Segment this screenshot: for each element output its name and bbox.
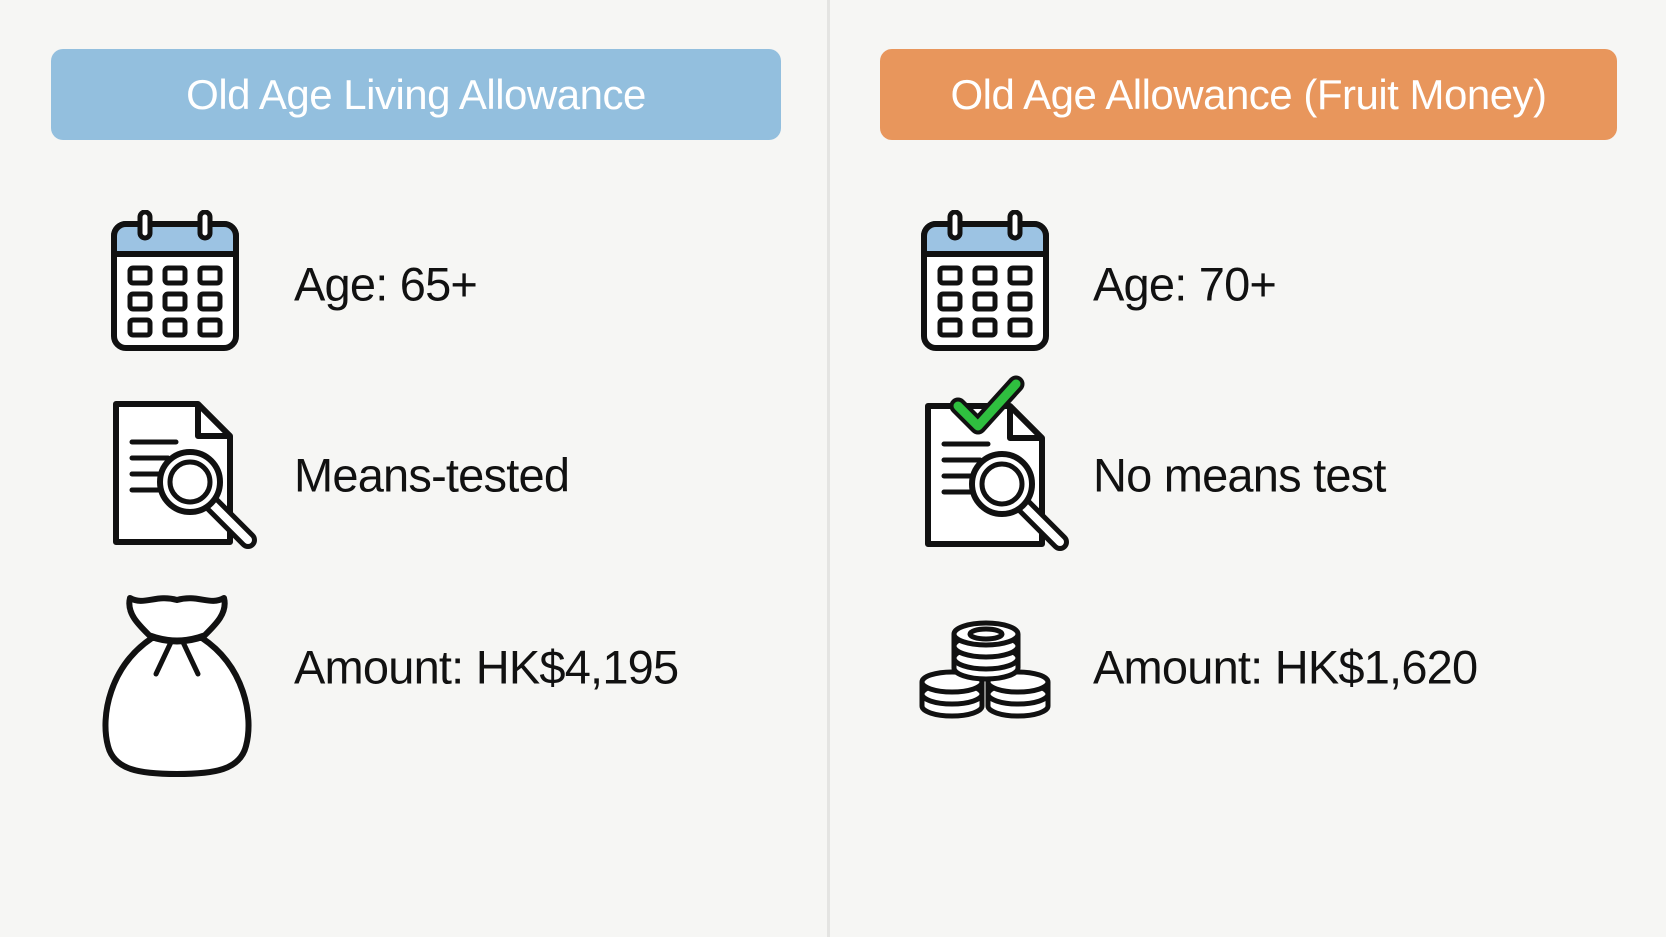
means-test: No means test — [1093, 448, 1386, 502]
header-old-age-allowance: Old Age Allowance (Fruit Money) — [880, 49, 1617, 140]
document-check-search-icon — [925, 375, 1069, 551]
age-requirement: Age: 70+ — [1093, 257, 1277, 311]
column-divider — [827, 0, 830, 937]
calendar-icon — [111, 210, 239, 351]
coins-icon — [919, 620, 1051, 719]
document-search-icon — [113, 401, 257, 549]
age-requirement: Age: 65+ — [294, 257, 478, 311]
amount: Amount: HK$4,195 — [294, 640, 679, 694]
header-old-age-living-allowance: Old Age Living Allowance — [51, 49, 781, 140]
money-bag-icon — [102, 595, 252, 777]
amount: Amount: HK$1,620 — [1093, 640, 1478, 694]
means-test: Means-tested — [294, 448, 570, 502]
header-title: Old Age Living Allowance — [186, 70, 646, 118]
header-title: Old Age Allowance (Fruit Money) — [950, 70, 1547, 118]
calendar-icon — [921, 210, 1049, 351]
